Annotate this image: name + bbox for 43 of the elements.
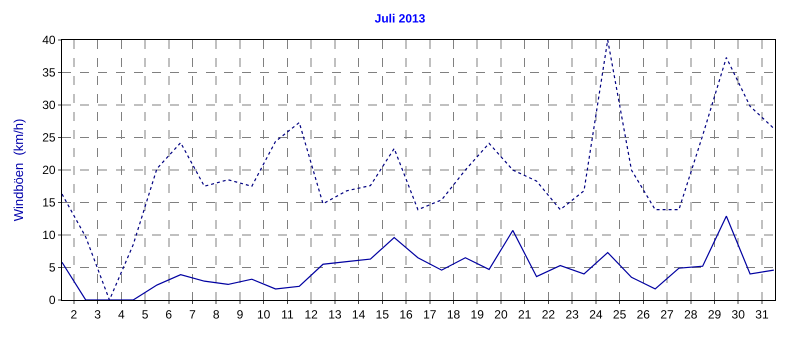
x-tick-label: 26	[636, 307, 650, 322]
x-tick-label: 4	[118, 307, 125, 322]
x-tick-label: 31	[755, 307, 769, 322]
x-tick-label: 2	[70, 307, 78, 322]
y-tick-label: 25	[42, 130, 56, 145]
y-axis-title: Windböen (km/h)	[11, 118, 26, 222]
y-tick-label: 15	[42, 196, 56, 210]
x-tick-label: 15	[376, 307, 390, 322]
x-tick-label: 23	[565, 307, 580, 322]
y-tick-label: 40	[42, 33, 56, 48]
x-tick-label: 17	[423, 307, 437, 322]
x-tick-label: 8	[212, 307, 220, 322]
x-tick-label: 9	[236, 307, 244, 322]
x-tick-label: 20	[494, 307, 508, 322]
x-tick-label: 3	[94, 307, 102, 322]
x-tick-label: 22	[542, 307, 556, 322]
y-tick-label: 0	[48, 293, 56, 308]
y-tick-label: 35	[42, 66, 56, 80]
x-tick-label: 24	[589, 307, 603, 322]
x-tick-label: 14	[352, 307, 366, 322]
y-tick-label: 20	[42, 163, 56, 178]
x-tick-label: 28	[684, 307, 698, 322]
x-tick-label: 27	[660, 307, 674, 322]
x-tick-label: 12	[304, 307, 318, 322]
x-tick-label: 25	[612, 307, 627, 322]
x-tick-label: 6	[165, 307, 172, 322]
x-tick-label: 13	[328, 307, 342, 322]
y-tick-label: 10	[42, 228, 56, 242]
x-tick-label: 16	[399, 307, 414, 322]
x-tick-label: 29	[708, 307, 722, 322]
x-tick-label: 18	[446, 307, 460, 322]
x-tick-label: 11	[281, 307, 294, 322]
y-tick-label: 30	[42, 98, 56, 112]
line-series	[62, 40, 774, 300]
x-tick-label: 30	[732, 307, 746, 322]
chart-title: Juli 2013	[374, 11, 426, 26]
x-tick-label: 10	[257, 307, 271, 322]
x-tick-label: 19	[470, 307, 484, 322]
x-tick-label: 21	[518, 307, 532, 322]
x-tick-label: 5	[142, 307, 149, 322]
y-tick-label: 5	[48, 260, 56, 275]
line-series	[62, 216, 774, 300]
x-tick-label: 7	[189, 307, 196, 322]
